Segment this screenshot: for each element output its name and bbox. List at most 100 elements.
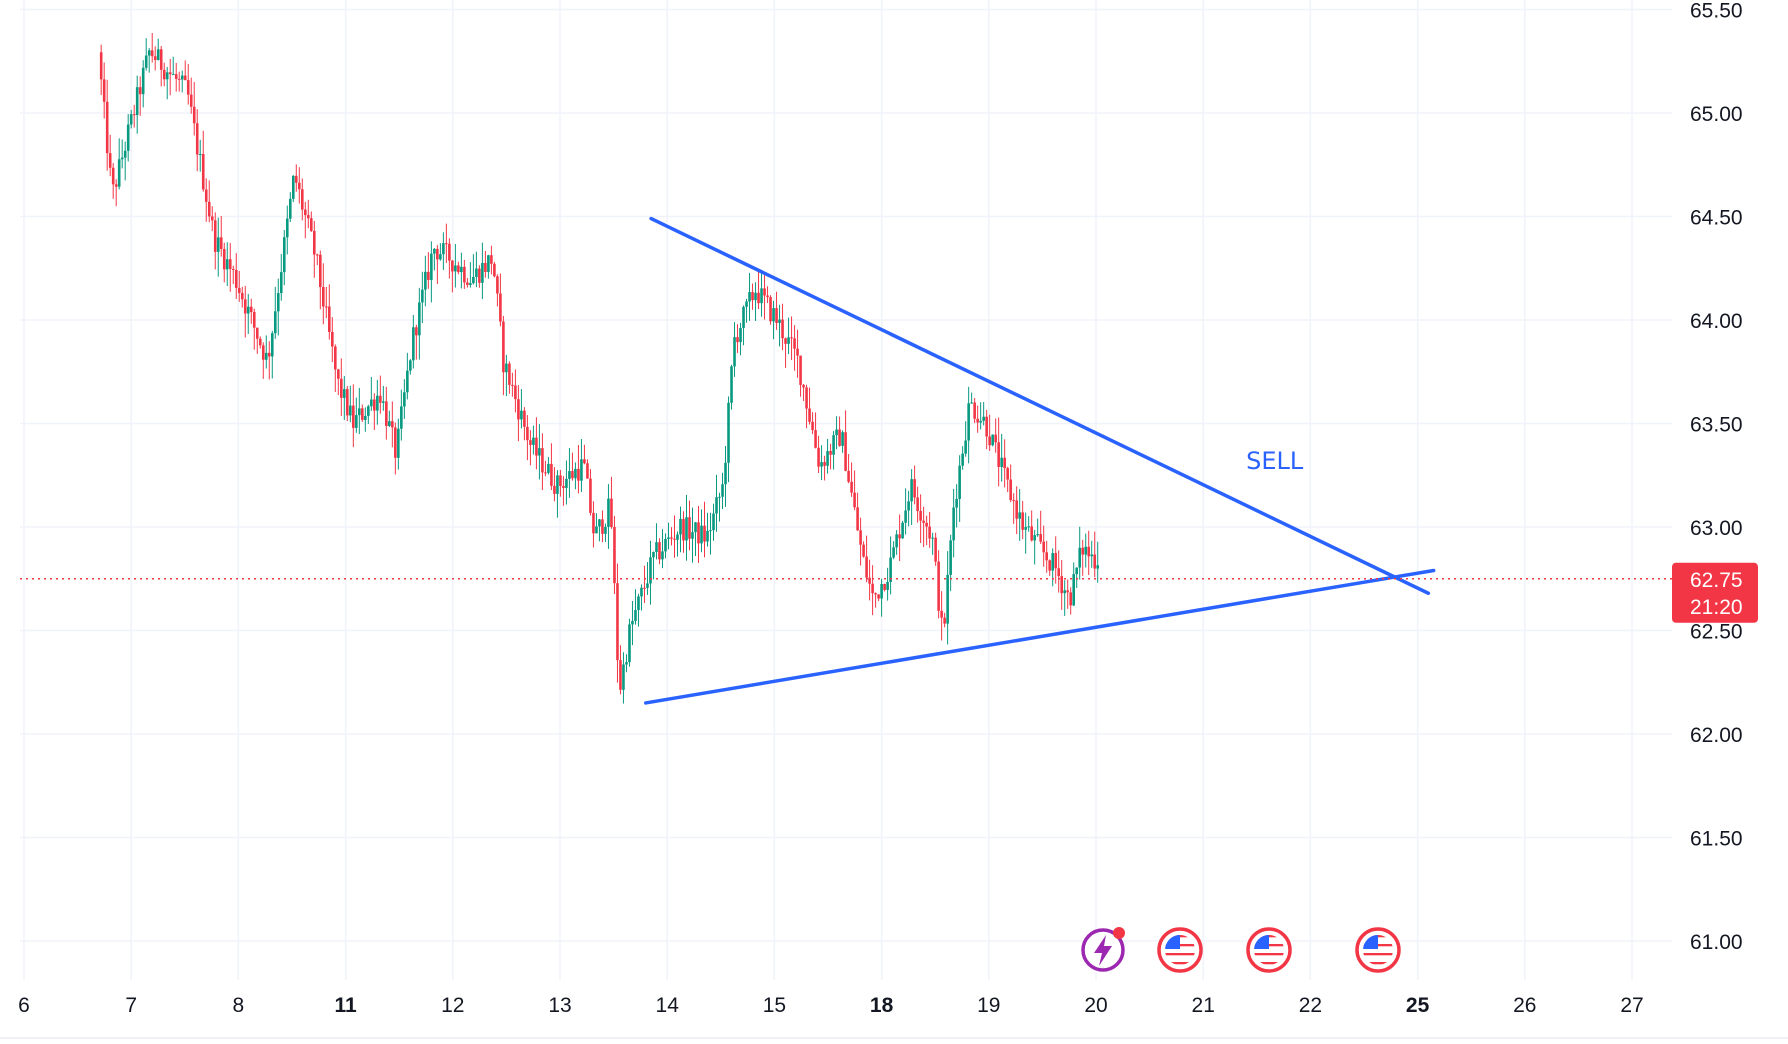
candle-body (733, 337, 736, 367)
candle-body (586, 463, 589, 479)
candle-body (346, 389, 349, 416)
candle-body (784, 338, 787, 344)
candle-body (892, 547, 895, 558)
candle-body (397, 428, 400, 458)
candle-body (466, 282, 469, 286)
candle-body (526, 426, 529, 441)
candle-body (1009, 479, 1012, 501)
candle-body (715, 497, 718, 514)
candle-body (358, 408, 361, 416)
candle-body (940, 610, 943, 618)
candle-body (742, 306, 745, 329)
candle-body (457, 265, 460, 273)
grid (20, 0, 1672, 980)
candle-body (138, 87, 142, 95)
candles (99, 32, 1100, 704)
candle-body (264, 352, 268, 360)
annotation-sell[interactable]: SELL (1246, 447, 1304, 475)
candle-body (520, 410, 523, 420)
candle-body (616, 583, 619, 661)
candle-body (427, 271, 430, 280)
candle-body (147, 50, 151, 56)
candle-body (460, 266, 463, 273)
candle-body (1096, 565, 1100, 569)
y-tick-label: 62.50 (1690, 621, 1743, 644)
candle-body (577, 468, 580, 481)
candle-body (499, 293, 502, 322)
us-flag-icon-2[interactable] (1246, 927, 1292, 973)
trendline-upper[interactable] (649, 216, 1431, 595)
y-tick-label: 62.00 (1690, 724, 1743, 747)
trendline-lower[interactable] (644, 568, 1436, 705)
candle-body (237, 287, 241, 293)
candle-body (442, 243, 445, 255)
candle-body (303, 209, 307, 216)
candle-body (628, 624, 631, 663)
candle-body (1012, 500, 1015, 502)
candle-body (478, 268, 481, 283)
candle-body (150, 50, 154, 57)
current-price-label: 62.75 (1690, 569, 1743, 592)
y-tick-label: 65.50 (1690, 0, 1743, 23)
x-tick-label: 7 (125, 994, 137, 1017)
candle-body (439, 254, 442, 260)
candle-body (424, 271, 427, 290)
candle-body (177, 78, 181, 80)
candle-body (985, 416, 988, 437)
candle-body (502, 321, 505, 373)
candle-body (547, 463, 550, 473)
lightning-icon[interactable] (1081, 927, 1125, 972)
candle-body (805, 387, 808, 409)
candle-body (394, 427, 397, 458)
candle-body (267, 352, 271, 357)
candle-body (562, 485, 565, 488)
candle-body (916, 497, 919, 511)
candle-body (153, 56, 157, 60)
candle-body (1000, 457, 1003, 467)
candle-body (1075, 567, 1079, 575)
candle-body (787, 337, 790, 344)
candle-body (195, 123, 199, 155)
candle-body (862, 544, 865, 557)
candle-body (997, 442, 1000, 467)
candle-body (703, 525, 706, 542)
y-tick-label: 63.50 (1690, 414, 1743, 437)
candle-body (670, 537, 673, 539)
candle-body (595, 526, 598, 534)
candle-body (700, 525, 703, 544)
candle-body (243, 299, 247, 314)
candle-body (712, 513, 715, 531)
candle-body (814, 430, 817, 448)
candle-body (490, 255, 493, 264)
candle-body (508, 363, 511, 385)
candle-body (367, 406, 370, 416)
us-flag-icon-3[interactable] (1355, 927, 1401, 973)
candle-body (760, 288, 763, 304)
candle-body (736, 337, 739, 343)
candle-body (514, 385, 517, 400)
candle-body (808, 408, 811, 422)
candle-body (343, 389, 346, 398)
candle-body (850, 481, 853, 493)
candle-body (964, 440, 967, 454)
candle-body (697, 522, 700, 544)
candle-body (99, 52, 103, 80)
x-tick-label: 15 (763, 994, 786, 1017)
candle-body (793, 338, 796, 349)
candle-body (436, 248, 439, 260)
candle-body (373, 399, 376, 411)
candle-body (1027, 526, 1030, 528)
candle-body (171, 74, 175, 76)
candle-body (706, 530, 709, 542)
candle-body (523, 410, 526, 427)
candle-body (126, 124, 130, 151)
candle-body (685, 517, 688, 541)
us-flag-icon[interactable] (1157, 927, 1203, 973)
candle-body (192, 106, 196, 124)
candle-body (979, 420, 982, 423)
candle-body (279, 272, 283, 294)
candle-body (1093, 554, 1097, 569)
candle-body (532, 437, 535, 445)
